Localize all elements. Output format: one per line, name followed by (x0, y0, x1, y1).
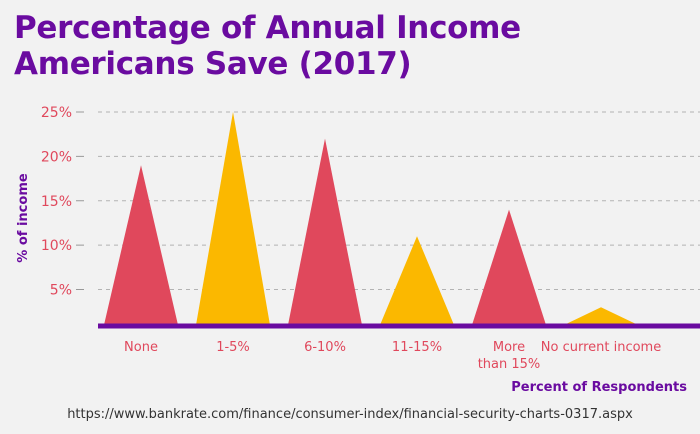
x-tick-label: 11-15% (392, 340, 442, 355)
x-tick-label: More than 15% (478, 340, 541, 372)
y-axis-label: % of income (16, 173, 31, 263)
source-url: https://www.bankrate.com/finance/consume… (67, 407, 633, 422)
chart-title-line-1: Percentage of Annual Income (14, 10, 521, 46)
bar-1-5- (196, 112, 270, 325)
bar-no-current-income (564, 307, 638, 325)
bar-more-than-15- (472, 209, 546, 325)
y-tick-label: 25% (41, 105, 72, 121)
gridlines (76, 111, 700, 290)
x-tick-label: None (124, 340, 158, 355)
x-tick-label: 1-5% (216, 340, 250, 355)
x-tick-label: No current income (541, 340, 661, 355)
chart-title: Percentage of Annual Income Americans Sa… (14, 10, 694, 82)
chart-title-line-2: Americans Save (2017) (14, 46, 412, 82)
x-axis-label: Percent of Respondents (511, 380, 687, 395)
bar-none (104, 165, 178, 325)
y-tick-labels: 5% 10% 15% 20% 25% (41, 105, 72, 299)
y-tick-label: 10% (41, 238, 72, 254)
bar-11-15- (380, 236, 454, 325)
bars (104, 112, 638, 325)
category-labels: None 1-5% 6-10% 11-15% More than 15%No curren… (124, 340, 661, 372)
x-tick-label: 6-10% (304, 340, 346, 355)
y-tick-label: 15% (41, 194, 72, 210)
bar-6-10- (288, 138, 362, 325)
y-tick-label: 20% (41, 149, 72, 165)
y-tick-label: 5% (50, 283, 72, 299)
